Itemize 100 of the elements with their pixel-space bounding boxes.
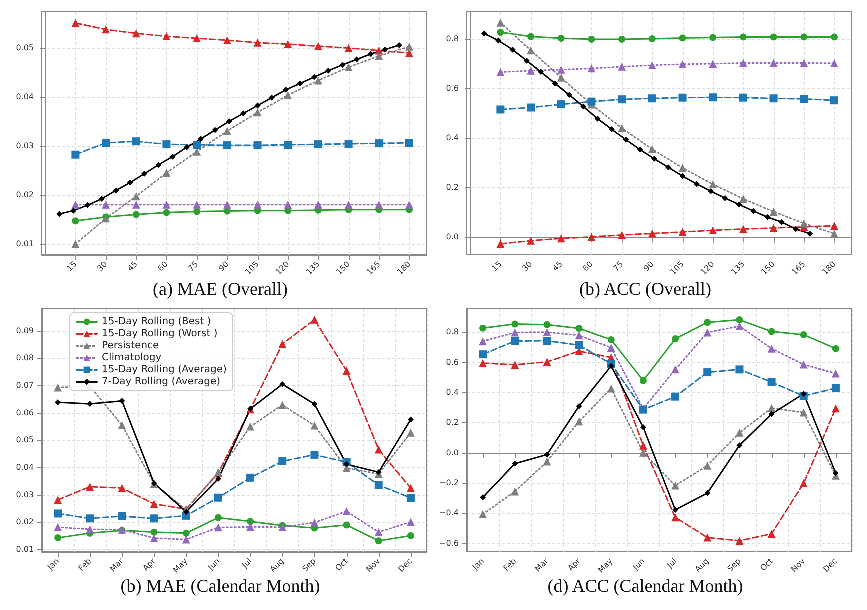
point	[254, 142, 262, 150]
point	[694, 181, 700, 188]
point	[342, 508, 351, 516]
point	[314, 42, 322, 50]
text: (a) MAE (Overall)	[153, 279, 288, 299]
point	[344, 63, 353, 72]
point	[770, 208, 778, 216]
point	[344, 200, 353, 209]
point	[118, 484, 126, 492]
point	[543, 358, 552, 366]
point	[618, 231, 626, 240]
x-tick-label: 15	[490, 260, 504, 274]
point	[496, 18, 505, 27]
point	[672, 507, 679, 514]
x-tick-label: 90	[642, 260, 656, 274]
point	[246, 523, 255, 532]
y-tick-label: 0.01	[16, 545, 34, 554]
point	[396, 42, 402, 48]
x-tick-label: 180	[820, 260, 838, 277]
x-tick-label: Jul	[240, 556, 254, 571]
point	[648, 61, 656, 70]
point	[382, 46, 388, 53]
point	[512, 460, 518, 467]
point	[512, 320, 519, 328]
point	[704, 319, 712, 326]
point	[406, 428, 415, 437]
point	[297, 80, 304, 87]
point	[830, 230, 838, 238]
point	[618, 62, 626, 71]
point	[497, 29, 504, 36]
y-tick-label: 0.08	[16, 354, 34, 363]
point	[524, 58, 530, 64]
point	[575, 341, 584, 350]
point	[482, 30, 488, 37]
point	[170, 154, 176, 160]
point	[183, 509, 190, 516]
point	[709, 60, 718, 68]
x-tick-label: 60	[581, 260, 595, 274]
point	[496, 106, 505, 114]
point	[800, 408, 808, 417]
point	[764, 214, 771, 220]
point	[768, 328, 776, 336]
x-tick-label: Nov	[364, 556, 382, 574]
x-tick-label: 15	[65, 260, 79, 274]
point	[543, 337, 552, 345]
point	[704, 368, 712, 377]
x-tick-label: Mar	[108, 556, 126, 574]
point	[102, 200, 110, 209]
point	[680, 173, 686, 180]
point	[528, 33, 535, 40]
point	[310, 450, 319, 459]
point	[800, 95, 808, 104]
point	[608, 126, 615, 133]
x-tick-label: Apr	[141, 556, 158, 573]
x-tick-label: 75	[186, 260, 200, 274]
point	[575, 418, 584, 426]
point	[182, 530, 190, 537]
point	[374, 446, 383, 454]
point	[340, 62, 346, 68]
point	[223, 142, 232, 150]
point	[278, 340, 287, 348]
point	[736, 442, 743, 449]
point	[278, 401, 287, 410]
point	[639, 448, 648, 457]
point	[72, 150, 80, 159]
point	[247, 518, 254, 526]
y-tick-label: 0.01	[16, 240, 34, 249]
point	[375, 538, 382, 545]
point	[666, 164, 672, 171]
y-tick-label: 0.2	[446, 418, 459, 428]
point	[543, 328, 552, 336]
point	[800, 59, 808, 68]
x-tick-label: 180	[396, 260, 413, 277]
point	[86, 482, 94, 491]
point	[150, 534, 158, 542]
point	[607, 344, 616, 352]
point	[406, 139, 414, 148]
point	[739, 225, 748, 234]
point	[679, 34, 686, 42]
point	[770, 94, 778, 103]
point	[406, 518, 415, 526]
point	[640, 377, 647, 384]
point	[672, 336, 680, 343]
point	[678, 60, 687, 68]
point	[736, 316, 744, 324]
point	[254, 102, 261, 109]
point	[72, 218, 80, 225]
point	[793, 226, 800, 232]
point	[310, 422, 319, 430]
y-tick-label: 0.6	[446, 84, 459, 94]
point	[496, 240, 505, 248]
x-tick-label: 45	[551, 260, 565, 274]
point	[618, 36, 626, 43]
point	[800, 331, 808, 338]
point	[832, 470, 839, 476]
point	[480, 324, 487, 332]
point	[56, 211, 62, 218]
point	[70, 208, 77, 214]
point	[240, 110, 247, 117]
point	[193, 200, 202, 209]
